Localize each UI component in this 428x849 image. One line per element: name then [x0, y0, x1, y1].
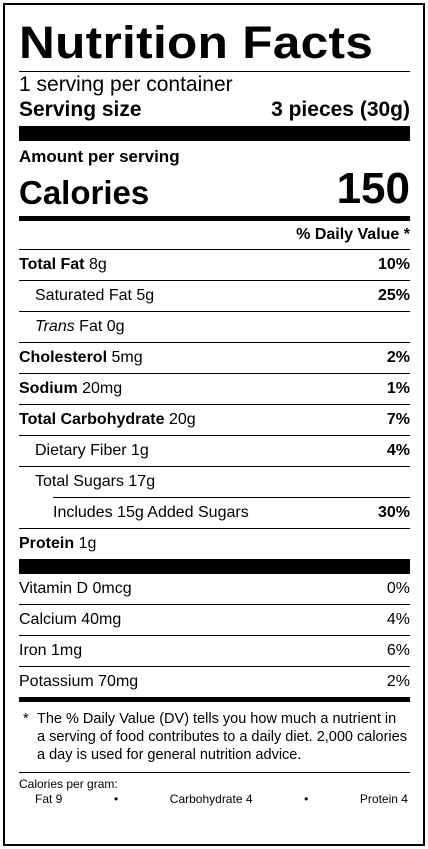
cpg-fat: Fat 9	[35, 792, 63, 806]
footnote-text: The % Daily Value (DV) tells you how muc…	[37, 711, 407, 763]
vitamin-name: Potassium 70mg	[19, 673, 139, 690]
calories-label: Calories	[19, 174, 150, 211]
bullet-separator: •	[304, 792, 309, 806]
nutrient-name-italic: Trans	[35, 318, 75, 335]
nutrient-row-trans-fat: Trans Fat 0g	[19, 311, 410, 342]
label-title: Nutrition Facts	[19, 17, 374, 68]
vitamin-row-calcium: Calcium 40mg 4%	[19, 604, 410, 635]
nutrient-amount: 20g	[168, 411, 196, 428]
nutrient-name: Cholesterol	[19, 349, 108, 366]
calories-per-gram-values: Fat 9 • Carbohydrate 4 • Protein 4	[19, 791, 410, 807]
nutrient-row-added-sugars: Includes 15g Added Sugars 30%	[53, 497, 410, 528]
nutrient-dv: 25%	[377, 287, 410, 304]
servings-per-container: 1 serving per container	[19, 73, 233, 96]
nutrient-row-sodium: Sodium 20mg 1%	[19, 373, 410, 404]
vitamin-dv: 4%	[386, 611, 410, 628]
nutrient-dv: 4%	[386, 442, 410, 459]
divider	[19, 772, 410, 773]
nutrient-name: Includes 15g Added Sugars	[53, 504, 249, 521]
vitamin-dv: 6%	[386, 642, 410, 659]
nutrient-dv: 30%	[377, 504, 410, 521]
nutrient-row-total-fat: Total Fat 8g 10%	[19, 249, 410, 280]
divider	[19, 71, 410, 72]
nutrient-amount: 8g	[88, 256, 107, 273]
cpg-carbohydrate: Carbohydrate 4	[169, 792, 253, 806]
divider-medium	[19, 697, 410, 702]
nutrient-amount: 1g	[131, 442, 149, 459]
calories-row: Calories 150	[19, 167, 410, 211]
nutrient-name: Sodium	[19, 380, 78, 397]
nutrient-row-cholesterol: Cholesterol 5mg 2%	[19, 342, 410, 373]
nutrient-name: Dietary Fiber	[35, 442, 127, 459]
vitamin-row-iron: Iron 1mg 6%	[19, 635, 410, 666]
divider-medium	[19, 216, 410, 221]
nutrient-name: Fat	[79, 318, 103, 335]
nutrient-amount: 17g	[128, 473, 156, 490]
nutrient-dv: 1%	[386, 380, 410, 397]
vitamin-row-potassium: Potassium 70mg 2%	[19, 666, 410, 697]
nutrient-row-saturated-fat: Saturated Fat 5g 25%	[19, 280, 410, 311]
calories-per-gram-label: Calories per gram:	[19, 777, 118, 791]
nutrient-dv: 10%	[377, 256, 410, 273]
daily-value-footnote: * The % Daily Value (DV) tells you how m…	[19, 702, 410, 772]
nutrient-amount: 1g	[78, 535, 97, 552]
nutrient-row-dietary-fiber: Dietary Fiber 1g 4%	[19, 435, 410, 466]
nutrient-amount: 5g	[136, 287, 155, 304]
nutrient-name: Total Fat	[19, 256, 85, 273]
nutrient-dv: 2%	[386, 349, 410, 366]
bullet-separator: •	[113, 792, 119, 806]
nutrient-amount: 20mg	[82, 380, 123, 397]
vitamin-name: Iron 1mg	[19, 642, 83, 659]
nutrient-name: Total Carbohydrate	[19, 411, 165, 428]
nutrient-row-total-carbohydrate: Total Carbohydrate 20g 7%	[19, 404, 410, 435]
amount-per-serving: Amount per serving	[19, 147, 180, 166]
nutrient-amount: 0g	[106, 318, 125, 335]
footnote-star: *	[23, 711, 29, 727]
vitamin-row-vitamin-d: Vitamin D 0mcg 0%	[19, 574, 410, 604]
divider-thick	[19, 126, 410, 141]
nutrient-amount: 5mg	[111, 349, 143, 366]
vitamin-name: Calcium 40mg	[19, 611, 122, 628]
divider-thick	[19, 559, 410, 574]
nutrient-row-protein: Protein 1g	[19, 528, 410, 559]
nutrient-dv: 7%	[386, 411, 410, 428]
vitamin-name: Vitamin D 0mcg	[19, 580, 132, 597]
daily-value-header: % Daily Value *	[296, 226, 410, 243]
calories-value: 150	[336, 164, 410, 213]
nutrient-name: Total Sugars	[35, 473, 124, 490]
nutrient-name: Protein	[19, 535, 75, 552]
nutrition-label: Nutrition Facts 1 serving per container …	[3, 3, 425, 846]
serving-size-value: 3 pieces (30g)	[271, 98, 410, 121]
vitamin-dv: 0%	[386, 580, 410, 597]
nutrient-name: Saturated Fat	[35, 287, 132, 304]
vitamin-dv: 2%	[386, 673, 410, 690]
nutrient-row-total-sugars: Total Sugars 17g	[19, 466, 410, 497]
serving-size-label: Serving size	[19, 98, 142, 121]
serving-size-row: Serving size 3 pieces (30g)	[19, 98, 410, 122]
cpg-protein: Protein 4	[359, 792, 408, 806]
